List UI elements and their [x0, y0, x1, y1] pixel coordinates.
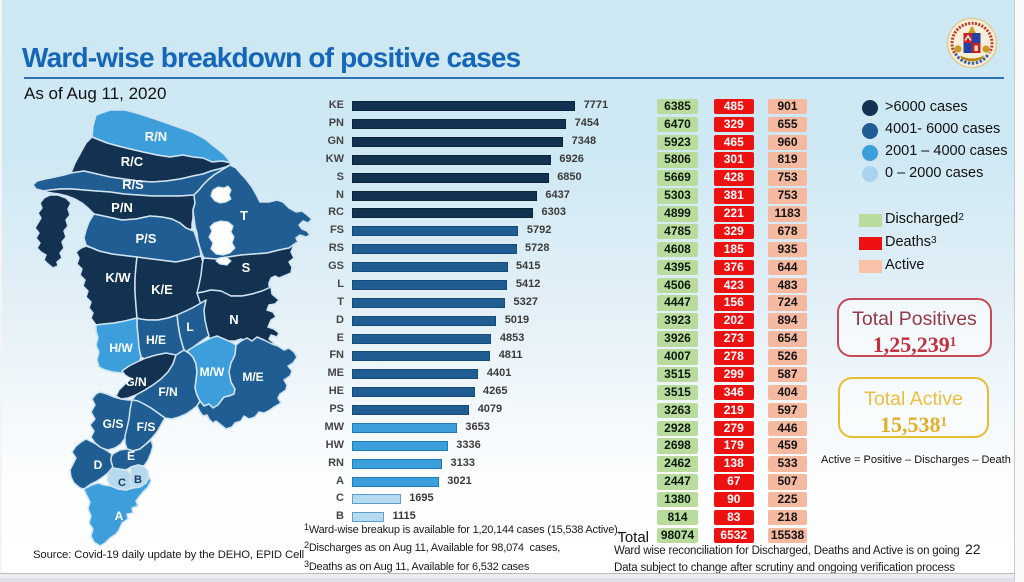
svg-text:G/S: G/S — [103, 417, 124, 431]
svg-text:C: C — [118, 477, 126, 489]
svg-text:M/W: M/W — [200, 365, 225, 379]
svg-text:B: B — [134, 474, 142, 486]
svg-text:S: S — [242, 260, 251, 275]
svg-text:D: D — [94, 458, 103, 472]
svg-text:K/W: K/W — [105, 270, 131, 285]
svg-text:R/C: R/C — [121, 154, 144, 169]
svg-text:R/N: R/N — [145, 129, 167, 144]
svg-text:P/S: P/S — [136, 231, 157, 246]
svg-text:N: N — [229, 312, 238, 327]
svg-text:F/N: F/N — [158, 385, 177, 399]
svg-text:R/S: R/S — [122, 177, 144, 192]
svg-text:T: T — [240, 208, 248, 223]
svg-text:F/S: F/S — [137, 420, 156, 434]
svg-text:K/E: K/E — [151, 282, 173, 297]
svg-text:H/E: H/E — [146, 333, 166, 347]
svg-text:E: E — [127, 449, 135, 463]
svg-text:G/N: G/N — [125, 375, 146, 389]
svg-text:L: L — [186, 320, 193, 334]
svg-text:M/E: M/E — [242, 370, 263, 384]
svg-text:A: A — [115, 509, 124, 523]
svg-text:P/N: P/N — [111, 200, 133, 215]
svg-text:H/W: H/W — [109, 341, 133, 355]
